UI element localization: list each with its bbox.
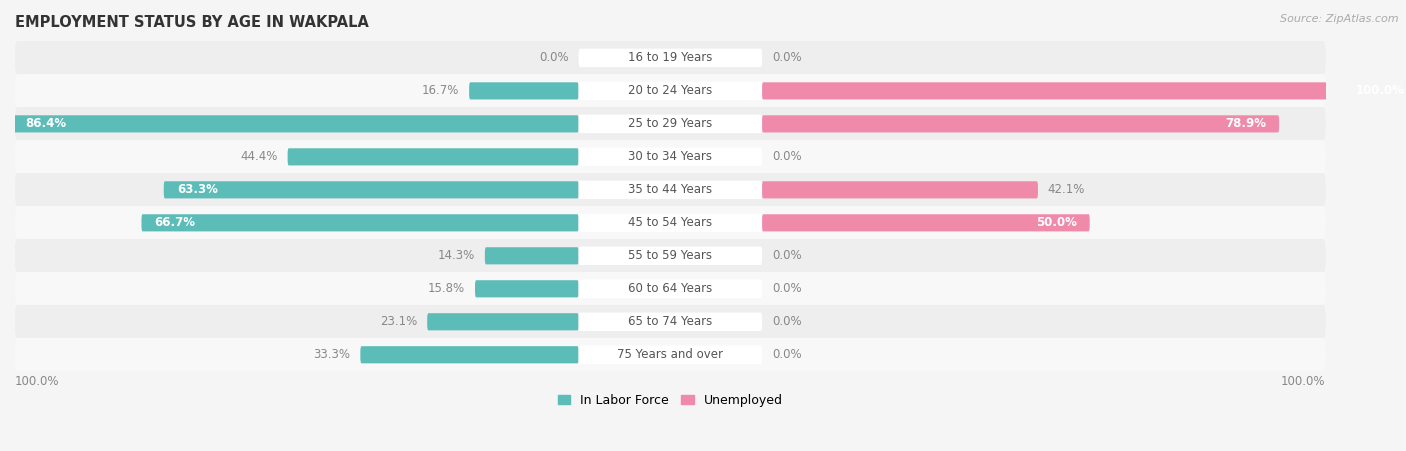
Text: 0.0%: 0.0% <box>772 249 801 262</box>
Text: 50.0%: 50.0% <box>1036 216 1077 229</box>
FancyBboxPatch shape <box>15 74 1326 108</box>
FancyBboxPatch shape <box>578 280 762 298</box>
FancyBboxPatch shape <box>15 140 1326 174</box>
FancyBboxPatch shape <box>15 272 1326 306</box>
Text: 100.0%: 100.0% <box>15 375 59 388</box>
FancyBboxPatch shape <box>578 313 762 331</box>
FancyBboxPatch shape <box>485 247 578 264</box>
Text: 20 to 24 Years: 20 to 24 Years <box>628 84 713 97</box>
FancyBboxPatch shape <box>15 107 1326 141</box>
Text: 25 to 29 Years: 25 to 29 Years <box>628 117 713 130</box>
FancyBboxPatch shape <box>13 115 578 133</box>
FancyBboxPatch shape <box>762 115 1279 133</box>
Text: Source: ZipAtlas.com: Source: ZipAtlas.com <box>1281 14 1399 23</box>
FancyBboxPatch shape <box>762 214 1090 231</box>
Text: 0.0%: 0.0% <box>772 51 801 64</box>
Text: 86.4%: 86.4% <box>25 117 66 130</box>
Text: 78.9%: 78.9% <box>1225 117 1265 130</box>
FancyBboxPatch shape <box>578 115 762 133</box>
Text: 100.0%: 100.0% <box>1281 375 1326 388</box>
Text: EMPLOYMENT STATUS BY AGE IN WAKPALA: EMPLOYMENT STATUS BY AGE IN WAKPALA <box>15 15 368 30</box>
FancyBboxPatch shape <box>578 180 762 199</box>
FancyBboxPatch shape <box>15 305 1326 339</box>
Text: 16.7%: 16.7% <box>422 84 460 97</box>
FancyBboxPatch shape <box>578 82 762 100</box>
Text: 0.0%: 0.0% <box>772 348 801 361</box>
Text: 55 to 59 Years: 55 to 59 Years <box>628 249 713 262</box>
Text: 65 to 74 Years: 65 to 74 Years <box>628 315 713 328</box>
Text: 15.8%: 15.8% <box>427 282 465 295</box>
FancyBboxPatch shape <box>762 83 1406 100</box>
Text: 0.0%: 0.0% <box>772 282 801 295</box>
Legend: In Labor Force, Unemployed: In Labor Force, Unemployed <box>553 389 787 412</box>
FancyBboxPatch shape <box>360 346 578 364</box>
Text: 45 to 54 Years: 45 to 54 Years <box>628 216 713 229</box>
FancyBboxPatch shape <box>578 247 762 265</box>
Text: 66.7%: 66.7% <box>155 216 195 229</box>
FancyBboxPatch shape <box>288 148 578 166</box>
Text: 23.1%: 23.1% <box>380 315 418 328</box>
Text: 44.4%: 44.4% <box>240 150 278 163</box>
FancyBboxPatch shape <box>15 173 1326 207</box>
Text: 42.1%: 42.1% <box>1047 184 1085 196</box>
Text: 0.0%: 0.0% <box>772 315 801 328</box>
Text: 16 to 19 Years: 16 to 19 Years <box>628 51 713 64</box>
Text: 35 to 44 Years: 35 to 44 Years <box>628 184 713 196</box>
FancyBboxPatch shape <box>15 206 1326 239</box>
Text: 33.3%: 33.3% <box>314 348 350 361</box>
Text: 14.3%: 14.3% <box>437 249 475 262</box>
FancyBboxPatch shape <box>15 41 1326 75</box>
FancyBboxPatch shape <box>578 49 762 67</box>
FancyBboxPatch shape <box>470 83 578 100</box>
Text: 30 to 34 Years: 30 to 34 Years <box>628 150 713 163</box>
FancyBboxPatch shape <box>427 313 578 330</box>
FancyBboxPatch shape <box>578 147 762 166</box>
Text: 0.0%: 0.0% <box>772 150 801 163</box>
Text: 100.0%: 100.0% <box>1355 84 1405 97</box>
FancyBboxPatch shape <box>163 181 578 198</box>
Text: 0.0%: 0.0% <box>538 51 569 64</box>
Text: 75 Years and over: 75 Years and over <box>617 348 723 361</box>
Text: 60 to 64 Years: 60 to 64 Years <box>628 282 713 295</box>
FancyBboxPatch shape <box>15 239 1326 273</box>
FancyBboxPatch shape <box>578 345 762 364</box>
FancyBboxPatch shape <box>578 214 762 232</box>
FancyBboxPatch shape <box>762 181 1038 198</box>
FancyBboxPatch shape <box>15 338 1326 372</box>
FancyBboxPatch shape <box>475 280 578 297</box>
Text: 63.3%: 63.3% <box>177 184 218 196</box>
FancyBboxPatch shape <box>142 214 578 231</box>
